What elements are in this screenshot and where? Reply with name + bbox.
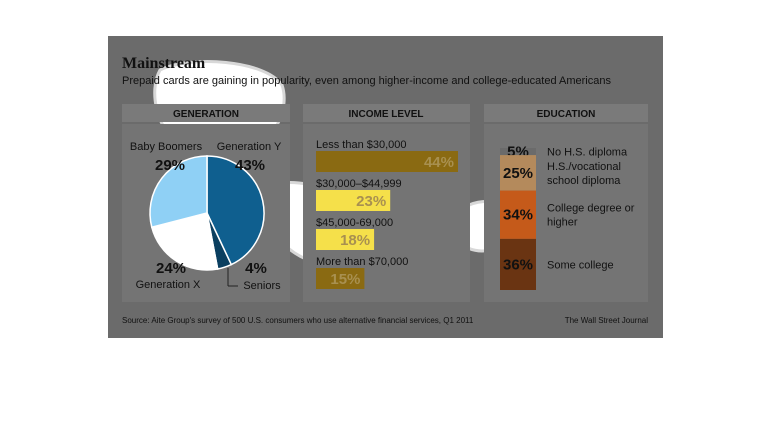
education-segment-college-degree-or-higher xyxy=(500,190,536,239)
education-value-label: 34% xyxy=(503,207,533,224)
pie-slice-generation-y xyxy=(206,155,265,266)
value-generation-x: 24% xyxy=(156,260,186,277)
pie-slice-generation-x xyxy=(150,212,219,271)
income-category-label: $45,000-69,000 xyxy=(316,217,393,229)
education-category-label: H.S./vocational school diploma xyxy=(547,161,621,187)
income-category-label: $30,000–$44,999 xyxy=(316,178,402,190)
value-seniors: 4% xyxy=(245,260,267,277)
income-header: INCOME LEVEL xyxy=(348,109,423,120)
value-baby-boomers: 29% xyxy=(155,157,185,174)
income-value-label: 18% xyxy=(340,232,370,249)
legend-baby-boomers: Baby Boomers xyxy=(130,141,203,153)
education-segment-no-h-s-diploma xyxy=(500,148,536,156)
education-value-label: 36% xyxy=(503,256,533,273)
publisher-credit: The Wall Street Journal xyxy=(565,316,649,325)
generation-header: GENERATION xyxy=(173,109,239,120)
education-header: EDUCATION xyxy=(537,109,596,120)
legend-generation-x: Generation X xyxy=(136,279,201,291)
education-segment-some-college xyxy=(500,238,536,290)
source-note: Source: Aite Group's survey of 500 U.S. … xyxy=(122,316,474,325)
generation-header-band xyxy=(122,104,290,122)
education-segment-h-s-vocational-school-diploma xyxy=(500,155,536,191)
chart-subtitle: Prepaid cards are gaining in popularity,… xyxy=(122,75,611,87)
legend-generation-y: Generation Y xyxy=(217,141,282,153)
education-value-label: 25% xyxy=(503,165,533,182)
education-header-band xyxy=(484,104,648,122)
income-bar-more-than-70-000 xyxy=(316,268,365,289)
income-bar-chart: Less than $30,000 44% $30,000–$44,999 23% $4… xyxy=(316,139,458,289)
income-value-label: 44% xyxy=(424,154,454,171)
income-header-band xyxy=(303,104,470,122)
generation-pie xyxy=(149,155,265,271)
education-category-label: Some college xyxy=(547,259,614,271)
chart-title: Mainstream xyxy=(122,55,206,72)
income-value-label: 23% xyxy=(356,193,386,210)
income-category-label: Less than $30,000 xyxy=(316,139,407,151)
income-category-label: More than $70,000 xyxy=(316,256,408,268)
income-bar-less-than-30-000 xyxy=(316,151,458,172)
income-bar-30-000-44-999 xyxy=(316,190,391,211)
legend-seniors: Seniors xyxy=(243,280,281,292)
value-generation-y: 43% xyxy=(235,157,265,174)
education-category-label: No H.S. diploma xyxy=(547,147,628,159)
income-bar-45-000-69-000 xyxy=(316,229,375,250)
income-value-label: 15% xyxy=(330,271,360,288)
pie-slice-baby-boomers xyxy=(149,155,208,229)
education-category-label: College degree or higher xyxy=(547,203,635,229)
